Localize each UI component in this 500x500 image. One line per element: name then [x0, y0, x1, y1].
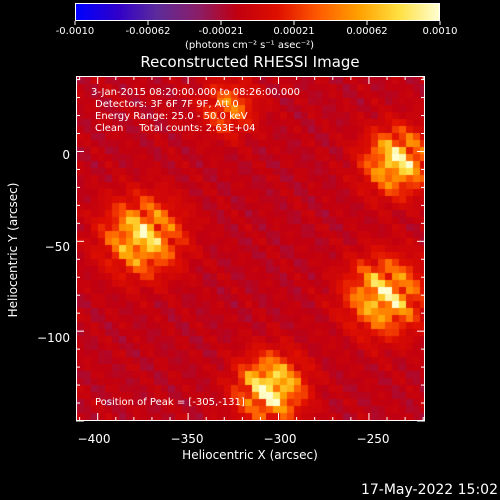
clean-counts-annotation: Clean Total counts: 2.63E+04 — [95, 123, 256, 134]
colorbar-tick-label: 0.0010 — [422, 26, 458, 37]
detectors-annotation: Detectors: 3F 6F 7F 9F, Att 0 — [95, 99, 239, 110]
y-tick-label: 0 — [62, 148, 70, 162]
colorbar-tick-label: 0.00021 — [273, 26, 315, 37]
colorbar-unit-label: (photons cm⁻² s⁻¹ asec⁻²) — [185, 40, 315, 51]
y-tick-label: −100 — [37, 331, 70, 345]
timestamp: 17-May-2022 15:02 — [360, 482, 498, 498]
colorbar-tick-label: 0.00062 — [346, 26, 388, 37]
y-tick-label: −50 — [44, 240, 70, 254]
rhessi-image-heatmap — [77, 77, 424, 420]
colorbar-tick-label: -0.0010 — [55, 26, 95, 37]
peak-position-annotation: Position of Peak = [-305,-131] — [95, 397, 245, 408]
chart-title: Reconstructed RHESSI Image — [140, 53, 360, 71]
x-axis-label: Heliocentric X (arcsec) — [182, 448, 318, 462]
image-plot-area: 3-Jan-2015 08:20:00.000 to 08:26:00.000 … — [76, 76, 425, 421]
x-tick-label: −350 — [170, 432, 204, 446]
energy-range-annotation: Energy Range: 25.0 - 50.0 keV — [95, 111, 248, 122]
x-tick-label: −300 — [263, 432, 297, 446]
x-tick-label: −250 — [356, 432, 390, 446]
colorbar-tick-marks — [74, 21, 441, 25]
colorbar — [75, 3, 440, 21]
time-range-annotation: 3-Jan-2015 08:20:00.000 to 08:26:00.000 — [91, 87, 300, 98]
colorbar-tick-label: -0.00021 — [198, 26, 244, 37]
colorbar-tick-label: -0.00062 — [125, 26, 171, 37]
y-axis-label: Heliocentric Y (arcsec) — [6, 182, 20, 318]
x-tick-label: −400 — [77, 432, 111, 446]
